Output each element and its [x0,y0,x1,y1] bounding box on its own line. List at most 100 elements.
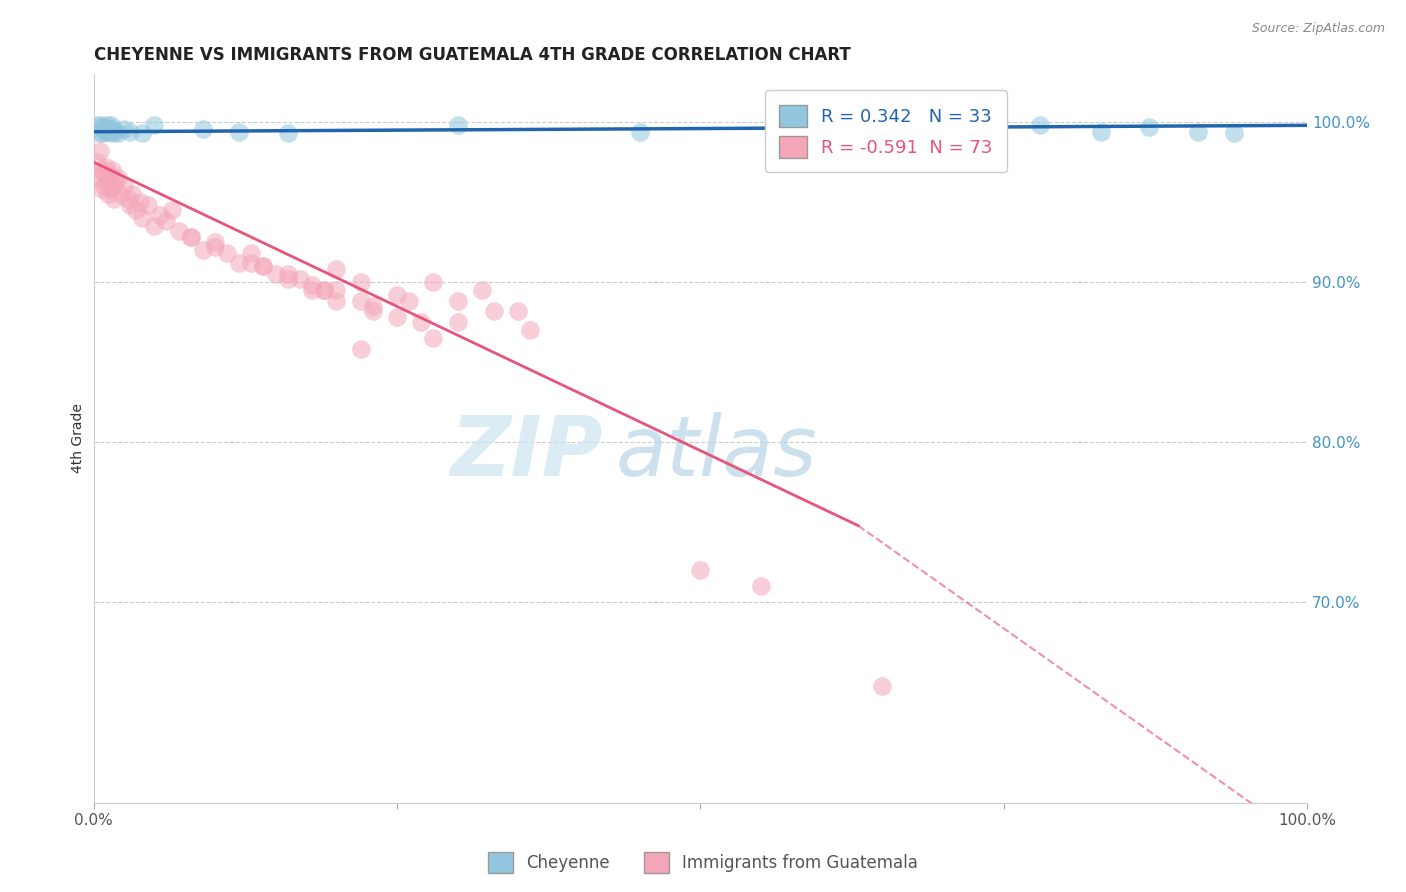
Point [97,187,120,202]
Point [91,120,114,134]
Point [103,192,125,206]
Point [97,121,120,136]
Point [810,120,832,134]
Point [689,563,711,577]
Point [325,283,347,297]
Point [98,168,121,182]
Point [180,230,202,244]
Point [349,343,371,357]
Point [349,294,371,309]
Point [519,323,541,337]
Point [361,304,384,318]
Point [155,214,177,228]
Point [398,294,420,309]
Point [628,125,651,139]
Point [277,272,299,286]
Point [446,119,468,133]
Point [277,126,299,140]
Point [101,121,124,136]
Point [110,187,132,202]
Point [96,119,118,133]
Point [118,198,141,212]
Point [93,121,115,136]
Point [98,125,121,139]
Point [167,224,190,238]
Point [288,272,311,286]
Point [107,171,129,186]
Point [204,240,226,254]
Point [385,310,408,325]
Point [1137,120,1160,134]
Point [301,283,323,297]
Point [121,187,143,202]
Point [104,176,127,190]
Point [872,679,894,693]
Point [93,179,115,194]
Point [100,119,122,133]
Point [112,179,135,194]
Point [118,125,141,139]
Point [228,125,250,139]
Point [107,126,129,140]
Point [143,119,166,133]
Point [240,256,263,270]
Point [87,171,110,186]
Point [471,283,494,297]
Point [385,288,408,302]
Text: atlas: atlas [616,412,817,493]
Point [325,262,347,277]
Point [191,121,214,136]
Point [1029,119,1052,133]
Point [301,278,323,293]
Point [749,579,772,593]
Point [446,315,468,329]
Point [314,283,336,297]
Y-axis label: 4th Grade: 4th Grade [72,403,86,474]
Point [91,166,114,180]
Point [86,155,108,169]
Point [89,126,111,140]
Point [125,203,148,218]
Point [91,182,114,196]
Point [482,304,505,318]
Point [180,230,202,244]
Point [136,198,159,212]
Point [101,179,124,194]
Point [240,246,263,260]
Point [86,119,108,133]
Point [422,331,444,345]
Point [100,182,122,196]
Point [508,304,530,318]
Point [1187,125,1209,139]
Point [94,125,117,139]
Point [277,267,299,281]
Point [89,144,111,158]
Point [96,174,118,188]
Point [131,211,153,226]
Point [90,163,112,178]
Point [215,246,238,260]
Point [143,219,166,234]
Point [1223,126,1246,140]
Legend: R = 0.342   N = 33, R = -0.591  N = 73: R = 0.342 N = 33, R = -0.591 N = 73 [765,90,1007,172]
Point [90,119,112,133]
Point [117,192,139,206]
Point [252,259,274,273]
Point [228,256,250,270]
Point [264,267,287,281]
Point [325,294,347,309]
Point [112,121,135,136]
Point [100,163,122,178]
Point [104,125,127,139]
Point [94,160,117,174]
Point [204,235,226,250]
Text: ZIP: ZIP [450,412,603,493]
Point [91,126,114,140]
Text: CHEYENNE VS IMMIGRANTS FROM GUATEMALA 4TH GRADE CORRELATION CHART: CHEYENNE VS IMMIGRANTS FROM GUATEMALA 4T… [94,46,851,64]
Point [422,275,444,289]
Point [349,275,371,289]
Point [314,283,336,297]
Point [162,203,184,218]
Point [361,299,384,313]
Point [191,244,214,258]
